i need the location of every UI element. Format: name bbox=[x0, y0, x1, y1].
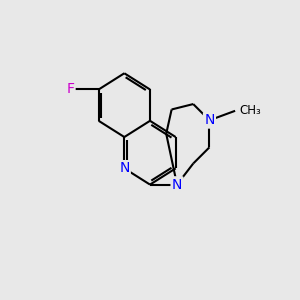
Text: N: N bbox=[204, 113, 214, 127]
Text: N: N bbox=[119, 161, 130, 176]
Text: F: F bbox=[66, 82, 74, 97]
Text: CH₃: CH₃ bbox=[239, 104, 261, 117]
Text: N: N bbox=[172, 178, 182, 192]
